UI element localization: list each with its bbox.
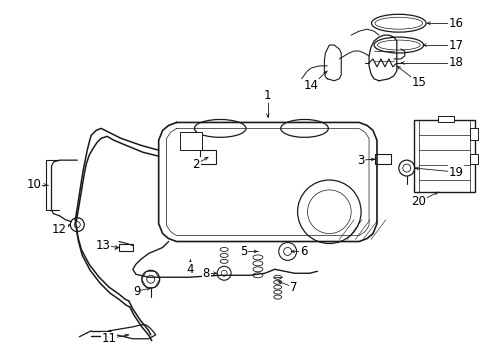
- Text: 19: 19: [448, 166, 463, 179]
- Text: 12: 12: [52, 223, 67, 236]
- Text: 4: 4: [186, 263, 194, 276]
- FancyBboxPatch shape: [374, 154, 390, 164]
- Text: 7: 7: [289, 281, 297, 294]
- FancyBboxPatch shape: [469, 154, 477, 164]
- Text: 14: 14: [304, 79, 318, 92]
- Text: 15: 15: [410, 76, 425, 89]
- Text: 11: 11: [102, 332, 116, 345]
- FancyBboxPatch shape: [438, 117, 453, 122]
- FancyBboxPatch shape: [200, 150, 216, 164]
- Text: 16: 16: [448, 17, 463, 30]
- Text: 13: 13: [96, 239, 110, 252]
- FancyBboxPatch shape: [413, 121, 474, 192]
- FancyBboxPatch shape: [119, 243, 133, 251]
- Text: 5: 5: [240, 245, 247, 258]
- Text: 8: 8: [202, 267, 209, 280]
- FancyBboxPatch shape: [180, 132, 202, 150]
- Text: 18: 18: [448, 57, 463, 69]
- Text: 6: 6: [299, 245, 306, 258]
- Text: 3: 3: [357, 154, 364, 167]
- Text: 1: 1: [264, 89, 271, 102]
- Text: 17: 17: [448, 39, 463, 51]
- Text: 9: 9: [133, 285, 140, 298]
- Text: 20: 20: [410, 195, 425, 208]
- Text: 2: 2: [192, 158, 200, 171]
- Text: 10: 10: [26, 179, 41, 192]
- FancyBboxPatch shape: [469, 129, 477, 140]
